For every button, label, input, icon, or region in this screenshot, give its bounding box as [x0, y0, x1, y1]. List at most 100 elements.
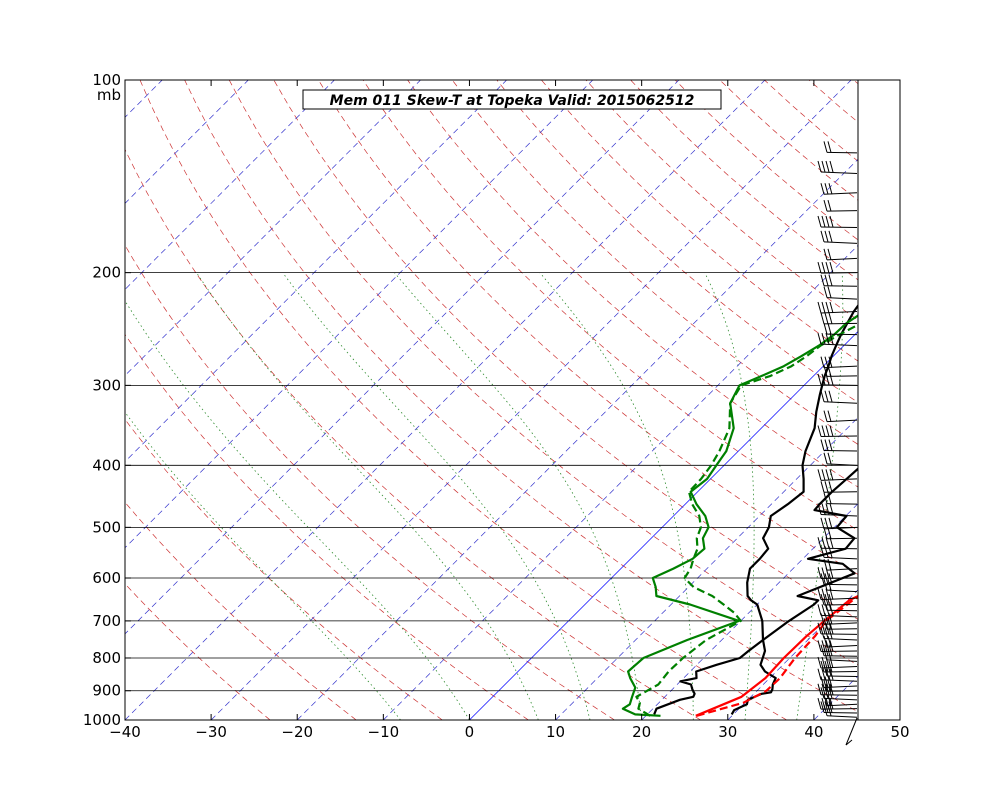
wind-barb-flag: [820, 701, 825, 713]
wind-barb-flag: [824, 390, 829, 402]
wind-barb-flag: [827, 248, 832, 261]
wind-barb: [826, 257, 858, 261]
wind-barb-flag: [827, 410, 832, 422]
wind-barb: [820, 171, 858, 175]
x-tick-label: 30: [718, 723, 737, 741]
x-tick-label: −40: [109, 723, 141, 741]
wind-barb-flag: [825, 301, 830, 314]
wind-barb: [820, 597, 858, 601]
wind-barb: [820, 547, 858, 550]
wind-barb-flag: [829, 160, 834, 173]
wind-barb-flag: [824, 356, 829, 368]
wind-barb-flag: [825, 622, 830, 635]
wind-barb-flag: [829, 301, 834, 314]
wind-barb: [820, 311, 858, 314]
isotherm: [125, 80, 421, 377]
wind-barb-flag: [821, 160, 826, 173]
wind-barb-flag: [817, 668, 822, 680]
y-tick-label: 500: [92, 518, 121, 536]
wind-barb: [820, 384, 858, 386]
wind-barb-flag: [820, 517, 825, 529]
x-tick-label: 20: [632, 723, 651, 741]
wind-barb: [823, 655, 858, 657]
wind-barb-flag: [821, 656, 826, 669]
dry-adiabat: [273, 80, 858, 620]
isotherm: [125, 80, 680, 635]
wind-barb-flag: [825, 503, 830, 515]
wind-barb: [820, 679, 858, 682]
wind-barb: [826, 690, 858, 692]
wind-barb: [823, 685, 858, 689]
wind-barb-flag: [824, 676, 829, 688]
wind-barb-flag: [823, 141, 828, 153]
wind-barb-flag: [827, 200, 832, 212]
wind-barb: [826, 151, 858, 154]
dry-adiabat: [407, 80, 858, 488]
dry-adiabat: [125, 418, 443, 720]
wind-barb: [823, 192, 858, 195]
zero-isotherm: [469, 330, 858, 720]
x-tick-label: 50: [890, 723, 909, 741]
wind-barb-flag: [817, 262, 822, 274]
dry-adiabat: [125, 244, 615, 720]
wind-barb-flag: [817, 425, 822, 437]
wind-barb-flag: [820, 230, 825, 243]
wind-barb-flag: [821, 537, 826, 549]
wind-barb-flag: [828, 676, 833, 688]
plot-frame: [124, 79, 901, 721]
wind-barb-flag: [820, 439, 825, 451]
x-tick-label: −10: [368, 723, 400, 741]
y-tick-label: 900: [92, 682, 121, 700]
wind-barb-flag: [828, 613, 833, 625]
wind-barb-flag: [824, 312, 829, 324]
wind-barb: [826, 463, 858, 466]
dry-adiabat: [125, 501, 357, 720]
wind-barb-flag: [821, 332, 826, 345]
wind-barb-flag: [820, 481, 825, 493]
wind-barb-flag: [821, 698, 826, 710]
wind-barb-flag: [827, 635, 832, 648]
dry-adiabat: [139, 80, 787, 720]
isotherm: [125, 80, 507, 463]
wind-barb-flag: [829, 215, 834, 228]
wind-barb-flag: [828, 517, 833, 529]
profile-line: [653, 467, 858, 715]
wind-barb: [823, 241, 858, 244]
wind-barb: [820, 513, 858, 517]
wind-barb: [826, 645, 858, 648]
wind-barb: [823, 638, 858, 641]
wind-barb-flag: [820, 687, 825, 699]
wind-barb-flag: [823, 694, 828, 706]
wind-barb-flag: [825, 668, 830, 680]
isotherm: [296, 158, 858, 720]
chart-title: Mem 011 Skew-T at Topeka Valid: 20150625…: [302, 89, 722, 110]
y-tick-label: 200: [92, 264, 121, 282]
wind-barb: [845, 717, 858, 746]
wind-barb: [826, 375, 858, 377]
chart-title-text: Mem 011 Skew-T at Topeka Valid: 20150625…: [330, 93, 695, 109]
wind-barb-flag: [817, 698, 822, 710]
chart-title-box: [302, 89, 722, 110]
wind-barb-flag: [821, 567, 826, 579]
wind-barb: [823, 604, 858, 606]
wind-barb-flag: [817, 588, 822, 600]
wind-barb-flag: [823, 286, 828, 298]
wind-barb-flag: [817, 622, 822, 635]
wind-barb: [823, 671, 858, 673]
wind-barb-flag: [821, 425, 826, 437]
y-tick-label: 100: [92, 71, 121, 89]
isotherm: [125, 80, 594, 549]
wind-barb-flag: [829, 469, 834, 481]
wind-barb-flag: [825, 469, 830, 481]
wind-barb-flag: [820, 627, 825, 639]
wind-barb: [820, 650, 858, 652]
isotherm: [641, 503, 858, 720]
wind-barb-flag: [827, 558, 832, 571]
wind-barb: [823, 491, 858, 493]
wind-barb-flag: [817, 537, 822, 549]
profile-line: [730, 303, 858, 715]
wind-barb-flag: [829, 698, 834, 710]
wind-barb-flag: [828, 481, 833, 493]
y-tick-label: 800: [92, 649, 121, 667]
